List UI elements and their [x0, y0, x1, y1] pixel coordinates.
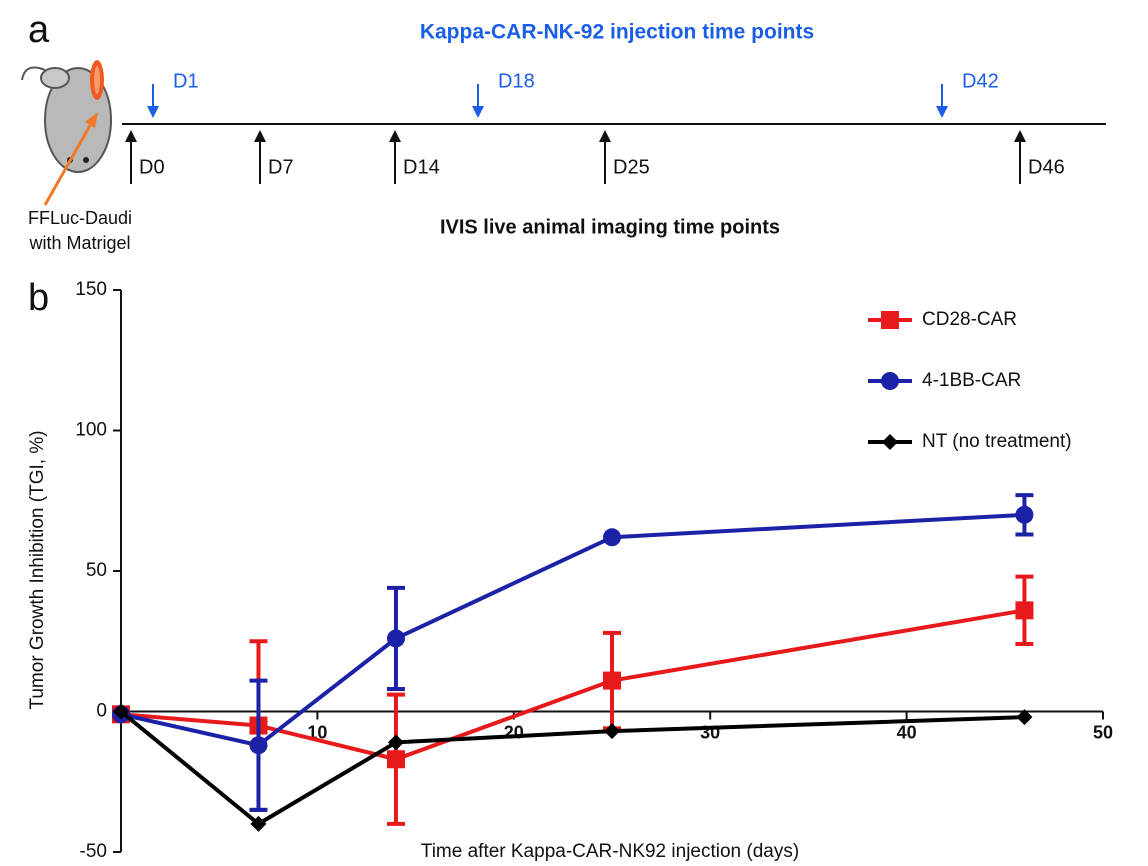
- x-tick-label: 30: [700, 722, 720, 742]
- x-tick-label: 20: [504, 722, 524, 742]
- legend-marker: [881, 311, 899, 329]
- imaging-label: D0: [139, 156, 165, 178]
- arrow-head: [936, 106, 948, 118]
- x-axis-label: Time after Kappa-CAR-NK92 injection (day…: [421, 841, 799, 862]
- injection-label: D18: [498, 70, 535, 92]
- imaging-label: D7: [268, 156, 294, 178]
- x-tick-label: 40: [897, 722, 917, 742]
- injection-label: D1: [173, 70, 199, 92]
- mouse-illustration: [22, 60, 111, 205]
- y-tick-label: 0: [96, 701, 107, 722]
- arrow-head: [1014, 130, 1026, 142]
- y-tick-label: 100: [75, 420, 107, 441]
- legend-label: NT (no treatment): [922, 431, 1072, 452]
- x-tick-label: 50: [1093, 722, 1113, 742]
- figure: a Kappa-CAR-NK-92 injection time points …: [0, 0, 1148, 866]
- imaging-label: D14: [403, 156, 440, 178]
- cells-label: FFLuc-Daudi: [28, 208, 132, 228]
- imaging-label: D25: [613, 156, 650, 178]
- arrow-head: [254, 130, 266, 142]
- marker: [387, 750, 405, 768]
- y-tick-label: 50: [86, 560, 107, 581]
- panel-label: a: [28, 9, 50, 51]
- arrow-head: [147, 106, 159, 118]
- marker: [604, 723, 620, 739]
- panel-label: b: [28, 277, 49, 319]
- injection-label: D42: [962, 70, 999, 92]
- cells-label: with Matrigel: [28, 233, 130, 253]
- arrow-head: [389, 130, 401, 142]
- legend-label: 4-1BB-CAR: [922, 370, 1021, 391]
- y-tick-label: -50: [80, 841, 107, 862]
- legend-marker: [882, 434, 898, 450]
- legend-label: CD28-CAR: [922, 309, 1017, 330]
- arrow-head: [125, 130, 137, 142]
- arrow-head: [599, 130, 611, 142]
- marker: [603, 528, 621, 546]
- marker: [1015, 601, 1033, 619]
- marker: [1015, 506, 1033, 524]
- y-axis-label: Tumor Growth Inhibition (TGI, %): [27, 430, 48, 709]
- marker: [387, 629, 405, 647]
- imaging-title: IVIS live animal imaging time points: [440, 216, 780, 238]
- marker: [249, 736, 267, 754]
- y-tick-label: 150: [75, 279, 107, 300]
- injection-title: Kappa-CAR-NK-92 injection time points: [420, 21, 814, 44]
- marker: [603, 672, 621, 690]
- arrow-head: [472, 106, 484, 118]
- legend-marker: [881, 372, 899, 390]
- imaging-label: D46: [1028, 156, 1065, 178]
